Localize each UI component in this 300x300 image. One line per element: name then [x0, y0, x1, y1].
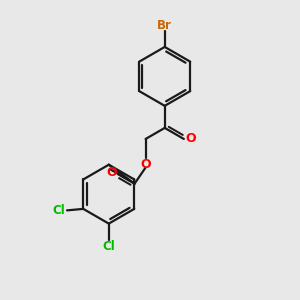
Text: Cl: Cl — [102, 240, 115, 253]
Text: O: O — [185, 133, 196, 146]
Text: O: O — [106, 166, 117, 179]
Text: O: O — [140, 158, 151, 171]
Text: Br: Br — [157, 19, 172, 32]
Text: Cl: Cl — [52, 204, 65, 217]
